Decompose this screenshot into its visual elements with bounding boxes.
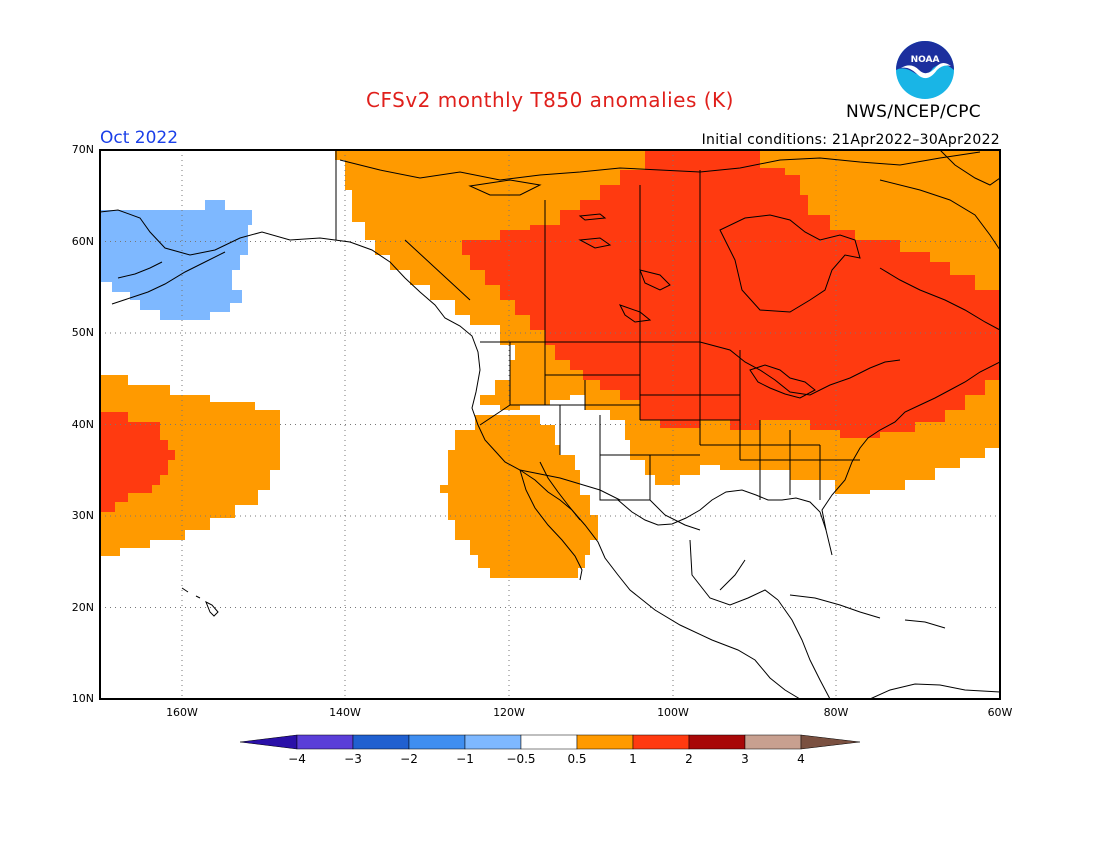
map-title: CFSv2 monthly T850 anomalies (K) <box>366 88 734 112</box>
colorbar-label: 2 <box>685 752 693 766</box>
anomaly-region-red-pacific <box>100 412 175 512</box>
noaa-logo-icon: NOAA <box>894 39 956 101</box>
colorbar-label: 4 <box>797 752 805 766</box>
lat-label-60n: 60N <box>71 235 94 248</box>
colorbar-label: 3 <box>741 752 749 766</box>
anomaly-region-blue-alaska <box>100 200 252 320</box>
colorbar-label: −0.5 <box>506 752 536 766</box>
lon-label-100w: 100W <box>657 706 689 719</box>
colorbar-label: 0.5 <box>567 752 587 766</box>
lon-label-140w: 140W <box>329 706 361 719</box>
coastlines <box>100 150 1000 699</box>
colorbar-label: −3 <box>344 752 362 766</box>
lakes <box>578 237 816 399</box>
lat-label-30n: 30N <box>71 509 94 522</box>
logo-text: NOAA <box>911 55 940 65</box>
lat-label-20n: 20N <box>71 601 94 614</box>
lat-label-50n: 50N <box>71 326 94 339</box>
map-frame <box>99 149 1001 700</box>
lon-label-160w: 160W <box>166 706 198 719</box>
anomaly-region-orange-pacific <box>100 375 290 556</box>
political-borders <box>335 150 901 531</box>
map-gridlines <box>100 150 1000 699</box>
anomaly-region-red-canada <box>462 150 1000 438</box>
lat-label-10n: 10N <box>71 692 94 705</box>
lon-label-120w: 120W <box>493 706 525 719</box>
colorbar-label: 1 <box>629 752 637 766</box>
lat-label-70n: 70N <box>71 143 94 156</box>
colorbar-label: −1 <box>456 752 474 766</box>
anomaly-region-orange-southwest <box>440 415 598 578</box>
forecast-month: Oct 2022 <box>100 128 179 148</box>
lon-label-80w: 80W <box>823 706 849 719</box>
agency-label: NWS/NCEP/CPC <box>846 102 981 122</box>
lat-label-40n: 40N <box>71 418 94 431</box>
colorbar-label: −4 <box>288 752 306 766</box>
colorbar-label: −2 <box>400 752 418 766</box>
lon-label-60w: 60W <box>987 706 1013 719</box>
initial-conditions: Initial conditions: 21Apr2022–30Apr2022 <box>701 132 1000 148</box>
